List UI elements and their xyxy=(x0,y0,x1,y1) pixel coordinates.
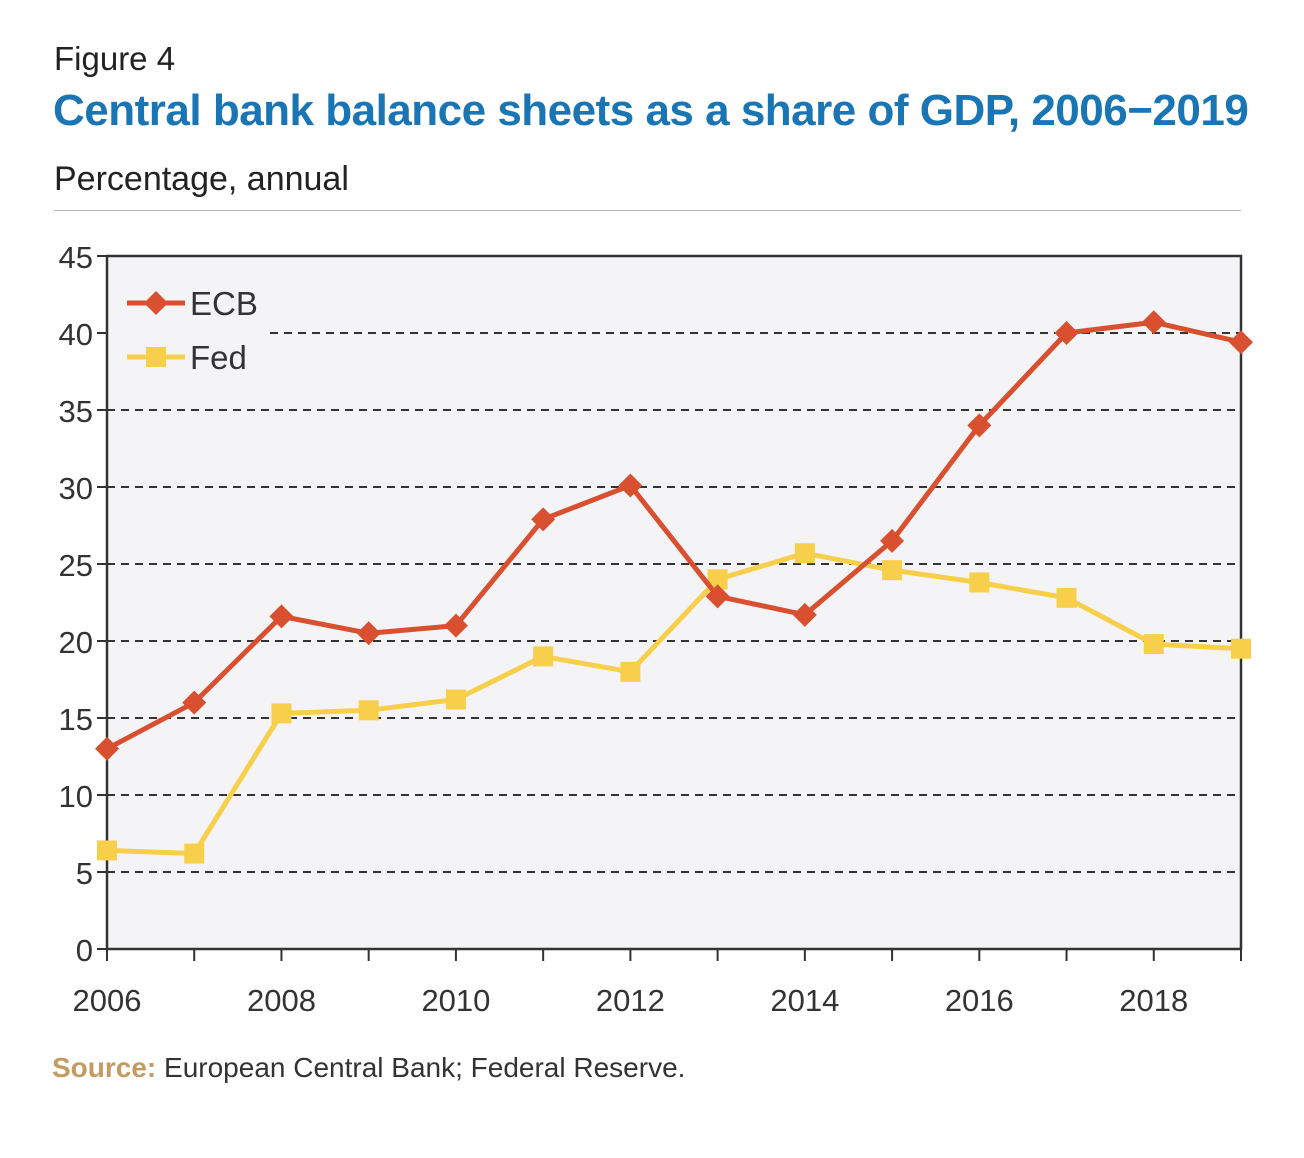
y-tick-label-45: 45 xyxy=(59,240,93,275)
legend-ecb-label: ECB xyxy=(190,285,258,322)
ecb-point-2013 xyxy=(705,584,730,609)
figure-label: Figure 4 xyxy=(54,40,176,77)
fed-point-2010 xyxy=(445,689,466,710)
y-tick-label-35: 35 xyxy=(59,394,93,429)
fed-point-2008 xyxy=(271,703,292,724)
series-layer xyxy=(95,310,1253,864)
y-tick-label-10: 10 xyxy=(59,779,93,814)
title-divider xyxy=(54,210,1241,211)
fed-point-2009 xyxy=(358,700,379,721)
fed-point-2014 xyxy=(794,543,815,564)
y-tick-label-0: 0 xyxy=(76,933,93,968)
ecb-point-2012 xyxy=(618,473,643,498)
x-tick-label-2018: 2018 xyxy=(1119,983,1188,1018)
x-tick-label-2016: 2016 xyxy=(945,983,1014,1018)
fed-point-2017 xyxy=(1056,587,1077,608)
ecb-point-2014 xyxy=(792,602,817,627)
x-tick-label-2006: 2006 xyxy=(73,983,142,1018)
plot-frame xyxy=(105,254,1243,951)
fed-line xyxy=(106,550,1242,857)
fed-point-2007 xyxy=(184,843,205,864)
y-tick-label-5: 5 xyxy=(76,856,93,891)
y-tick-label-15: 15 xyxy=(59,702,93,737)
legend: ECB Fed xyxy=(127,285,258,376)
ecb-point-2018 xyxy=(1141,310,1166,335)
source-text: European Central Bank; Federal Reserve. xyxy=(156,1052,686,1083)
y-tick-label-40: 40 xyxy=(59,317,93,352)
ecb-point-2007 xyxy=(182,690,207,715)
fed-point-2013 xyxy=(707,569,728,590)
ecb-point-2011 xyxy=(531,507,556,532)
fed-point-2016 xyxy=(969,572,990,593)
chart-subtitle: Percentage, annual xyxy=(54,160,349,198)
fed-point-2018 xyxy=(1143,634,1164,655)
legend-fed-label: Fed xyxy=(190,339,247,376)
x-tick-label-2012: 2012 xyxy=(596,983,665,1018)
ecb-line xyxy=(105,319,1242,752)
legend-ecb-marker xyxy=(144,291,168,315)
x-tick-label-2010: 2010 xyxy=(421,983,490,1018)
fed-point-2015 xyxy=(882,560,903,581)
axes: 0 5 10 15 20 25 30 35 40 45 2006 2008 2010 2012 2014 20… xyxy=(59,240,1243,1018)
x-tick-label-2008: 2008 xyxy=(247,983,316,1018)
fed-point-2011 xyxy=(533,646,554,667)
y-tick-label-30: 30 xyxy=(59,471,93,506)
ecb-point-2010 xyxy=(443,613,468,638)
ecb-point-2017 xyxy=(1054,321,1079,345)
source-label: Source: xyxy=(52,1052,157,1083)
ecb-point-2006 xyxy=(95,736,119,761)
ecb-point-2009 xyxy=(356,621,381,646)
legend-fed-marker xyxy=(146,347,166,367)
x-tick-label-2014: 2014 xyxy=(770,983,839,1018)
plot-area xyxy=(107,256,1241,949)
ecb-point-2019 xyxy=(1229,330,1253,355)
fed-point-2006 xyxy=(97,840,117,861)
fed-point-2012 xyxy=(620,661,641,682)
y-tick-label-25: 25 xyxy=(59,548,93,583)
ecb-point-2015 xyxy=(880,528,905,553)
fed-point-2019 xyxy=(1231,638,1251,659)
source-note: Source: European Central Bank; Federal R… xyxy=(52,1052,685,1084)
ecb-point-2008 xyxy=(269,604,294,629)
grid-lines xyxy=(107,332,1241,873)
y-tick-label-20: 20 xyxy=(59,625,93,660)
chart-title: Central bank balance sheets as a share o… xyxy=(53,86,1249,135)
ecb-point-2016 xyxy=(967,413,992,438)
